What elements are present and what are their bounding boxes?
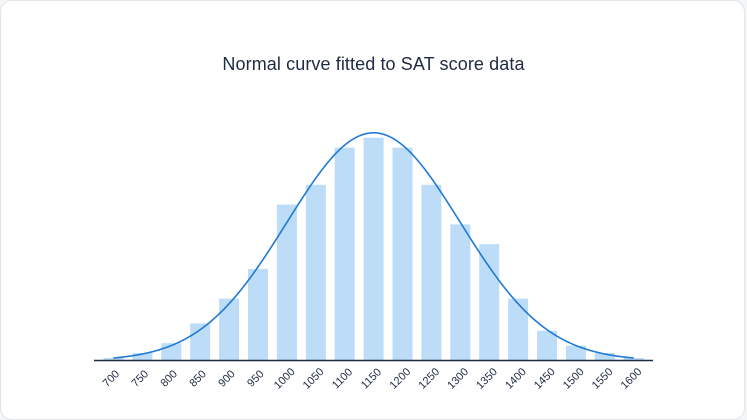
tick-label-1300: 1300 (445, 366, 471, 392)
x-axis-tick-labels: 700 750 800 850 900 950 1000 1050 1100 1150 1200 12… (101, 366, 645, 392)
bar-1100 (334, 147, 355, 361)
bar-1250 (421, 184, 442, 361)
bar-1300 (450, 224, 471, 361)
tick-label-700: 700 (101, 368, 122, 389)
tick-label-1100: 1100 (330, 366, 355, 391)
tick-label-1150: 1150 (359, 366, 384, 391)
tick-label-1550: 1550 (590, 366, 616, 392)
tick-label-1000: 1000 (272, 366, 298, 392)
tick-label-1500: 1500 (561, 366, 587, 392)
tick-label-1350: 1350 (474, 366, 500, 392)
normal-curve (113, 132, 634, 359)
tick-label-1050: 1050 (301, 366, 327, 392)
tick-label-800: 800 (158, 368, 179, 389)
bar-1150 (363, 137, 384, 361)
bar-1050 (305, 184, 326, 361)
tick-label-1400: 1400 (503, 366, 529, 392)
bar-1000 (276, 204, 297, 361)
bar-900 (219, 298, 240, 361)
tick-label-1450: 1450 (532, 366, 558, 392)
bar-700 (103, 358, 124, 361)
tick-label-900: 900 (216, 368, 237, 389)
bar-1450 (537, 330, 557, 361)
tick-label-750: 750 (130, 368, 151, 389)
tick-label-1250: 1250 (416, 366, 442, 392)
sat-score-chart: 700 750 800 850 900 950 1000 1050 1100 1150 1200 12… (94, 132, 653, 392)
bar-1350 (479, 244, 500, 361)
tick-label-1200: 1200 (387, 366, 413, 392)
bar-1550 (594, 353, 615, 361)
bar-series (103, 137, 644, 361)
bar-1500 (565, 345, 586, 361)
bar-750 (132, 353, 153, 361)
bar-1600 (623, 358, 644, 361)
bar-950 (248, 268, 268, 361)
tick-label-850: 850 (187, 368, 208, 389)
tick-label-1600: 1600 (619, 366, 645, 392)
bar-1400 (508, 298, 529, 361)
chart-title: Normal curve fitted to SAT score data (222, 54, 525, 74)
bar-1200 (392, 147, 413, 361)
tick-label-950: 950 (245, 368, 266, 389)
